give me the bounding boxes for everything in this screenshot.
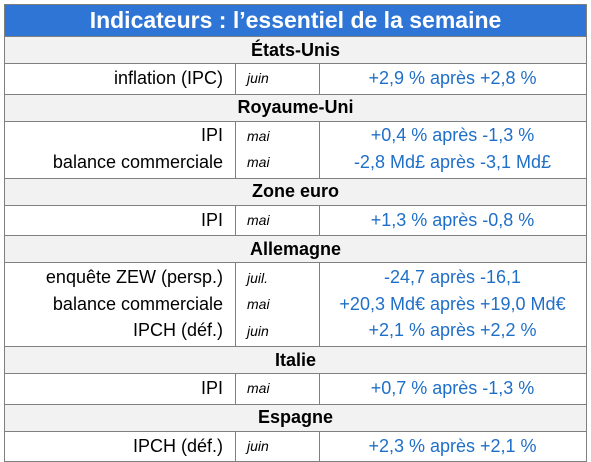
column-divider bbox=[235, 205, 236, 236]
table-row: IPI mai +0,7 % après -1,3 % bbox=[5, 375, 586, 402]
column-divider bbox=[319, 121, 320, 178]
period-month: mai bbox=[247, 127, 270, 144]
section-header: Espagne bbox=[5, 404, 586, 432]
section-header: Allemagne bbox=[5, 236, 586, 264]
period-month: juin bbox=[247, 70, 269, 87]
table-row: IPCH (déf.) juin +2,1 % après +2,2 % bbox=[5, 318, 586, 345]
indicator-label: enquête ZEW (persp.) bbox=[45, 267, 223, 288]
indicator-value: -2,8 Md£ après -3,1 Md£ bbox=[353, 151, 552, 172]
section-header: Royaume-Uni bbox=[5, 94, 586, 122]
indicator-label: IPI bbox=[200, 125, 223, 146]
section-rows: inflation (IPC) juin +2,9 % après +2,8 % bbox=[5, 64, 586, 95]
indicator-label: IPCH (déf.) bbox=[132, 435, 223, 456]
column-divider bbox=[319, 64, 320, 94]
indicator-value: -24,7 après -16,1 bbox=[383, 267, 522, 288]
indicator-label: inflation (IPC) bbox=[113, 67, 223, 88]
period-month: mai bbox=[247, 296, 270, 313]
column-divider bbox=[235, 64, 236, 94]
column-divider bbox=[319, 263, 320, 347]
section-rows: enquête ZEW (persp.) juil. -24,7 après -16… bbox=[5, 263, 586, 348]
column-divider bbox=[319, 205, 320, 236]
column-divider bbox=[319, 374, 320, 404]
column-divider bbox=[235, 374, 236, 404]
table-row: balance commerciale mai +20,3 Md€ après +1… bbox=[5, 291, 586, 318]
table-row: IPCH (déf.) juin +2,3 % après +2,1 % bbox=[5, 433, 586, 460]
section-header: Italie bbox=[5, 347, 586, 375]
indicator-value: +1,3 % après -0,8 % bbox=[370, 209, 535, 230]
table-row: IPI mai +0,4 % après -1,3 % bbox=[5, 123, 586, 150]
indicator-label: IPI bbox=[200, 377, 223, 398]
indicator-label: balance commerciale bbox=[52, 293, 223, 314]
section-rows: IPI mai +1,3 % après -0,8 % bbox=[5, 205, 586, 237]
column-divider bbox=[235, 263, 236, 347]
period-month: mai bbox=[247, 154, 270, 171]
indicators-table: Indicateurs : l’essentiel de la semaine … bbox=[4, 4, 587, 462]
section-rows: IPI mai +0,4 % après -1,3 % balance commerc… bbox=[5, 121, 586, 179]
section-rows: IPI mai +0,7 % après -1,3 % bbox=[5, 374, 586, 405]
period-month: juin bbox=[247, 322, 269, 339]
indicator-label: balance commerciale bbox=[52, 151, 223, 172]
indicator-value: +2,1 % après +2,2 % bbox=[368, 320, 537, 341]
table-body: États-Unis inflation (IPC) juin +2,9 % aprè… bbox=[5, 37, 586, 462]
table-row: inflation (IPC) juin +2,9 % après +2,8 % bbox=[5, 65, 586, 92]
indicator-label: IPI bbox=[200, 209, 223, 230]
table-title: Indicateurs : l’essentiel de la semaine bbox=[5, 5, 586, 37]
period-month: juin bbox=[247, 438, 269, 455]
indicator-value: +0,7 % après -1,3 % bbox=[370, 377, 535, 398]
indicator-label: IPCH (déf.) bbox=[132, 320, 223, 341]
section-rows: IPCH (déf.) juin +2,3 % après +2,1 % bbox=[5, 431, 586, 462]
column-divider bbox=[235, 431, 236, 462]
indicator-value: +2,3 % après +2,1 % bbox=[368, 435, 537, 456]
column-divider bbox=[235, 121, 236, 178]
indicator-value: +2,9 % après +2,8 % bbox=[368, 67, 537, 88]
period-month: mai bbox=[247, 212, 270, 229]
indicator-value: +0,4 % après -1,3 % bbox=[370, 125, 535, 146]
column-divider bbox=[319, 431, 320, 462]
period-month: mai bbox=[247, 380, 270, 397]
period-month: juil. bbox=[247, 269, 269, 286]
table-row: enquête ZEW (persp.) juil. -24,7 après -16… bbox=[5, 264, 586, 291]
section-header: Zone euro bbox=[5, 178, 586, 206]
indicator-value: +20,3 Md€ après +19,0 Md€ bbox=[339, 293, 566, 314]
table-row: IPI mai +1,3 % après -0,8 % bbox=[5, 207, 586, 234]
table-row: balance commerciale mai -2,8 Md£ après -3,… bbox=[5, 149, 586, 176]
section-header: États-Unis bbox=[5, 37, 586, 64]
